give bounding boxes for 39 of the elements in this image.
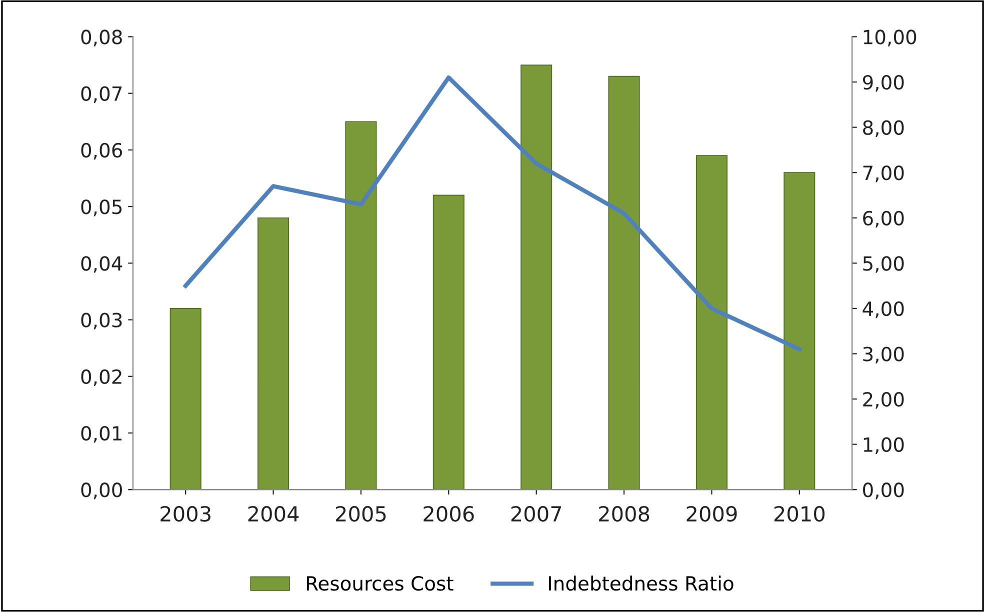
legend-label: Resources Cost (306, 576, 454, 591)
bar (608, 76, 640, 490)
y2-tick-label: 6,00 (863, 210, 904, 228)
y-tick-label: 0,07 (81, 86, 122, 103)
x-tick-label: 2007 (511, 506, 562, 522)
y-tick-label: 0,05 (81, 200, 122, 216)
x-tick-label: 2006 (424, 506, 474, 522)
line-series (184, 75, 802, 352)
y2-tick-label: 0,00 (863, 482, 904, 500)
x-tick-label: 2003 (160, 506, 210, 522)
x-tick-label: 2004 (248, 506, 299, 522)
y-tick-label: 0,00 (81, 482, 122, 500)
y2-tick-label: 1,00 (864, 437, 904, 454)
bar (520, 64, 552, 490)
y-tick-label: 0,08 (81, 30, 122, 46)
y2-tick-label: 3,00 (863, 346, 904, 364)
bar (258, 217, 290, 490)
x-tick-label: 2008 (599, 506, 650, 522)
legend-label: Indebtedness Ratio (549, 576, 734, 591)
y-tick-label: 0,01 (81, 426, 122, 443)
x-tick-label: 2005 (336, 506, 386, 522)
x-tick-label: 2009 (686, 506, 737, 522)
y-tick-label: 0,04 (81, 256, 122, 273)
y-tick-label: 0,06 (81, 142, 122, 160)
bar (784, 172, 816, 490)
y2-tick-label: 9,00 (862, 74, 904, 92)
bar (432, 194, 464, 490)
y2-tick-label: 7,00 (863, 166, 904, 182)
bar (696, 155, 728, 490)
y2-tick-label: 4,00 (862, 301, 904, 318)
bar (345, 121, 377, 490)
bar (170, 308, 202, 490)
y2-tick-label: 8,00 (863, 120, 904, 137)
y-tick-label: 0,02 (81, 369, 122, 386)
y-tick-label: 0,03 (81, 312, 122, 330)
x-tick-label: 2010 (774, 506, 825, 522)
y2-tick-label: 10,00 (864, 30, 916, 46)
y2-tick-label: 2,00 (863, 392, 904, 409)
y2-tick-label: 5,00 (863, 256, 904, 273)
